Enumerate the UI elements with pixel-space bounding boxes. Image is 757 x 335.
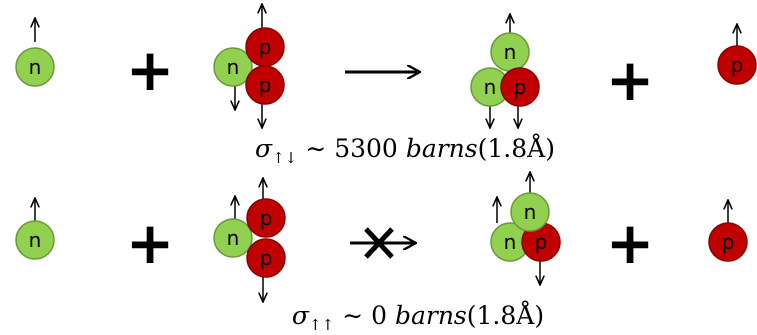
relation: ∼ — [305, 134, 326, 163]
cross-section: σ↑↓ ∼ 5300 barns(1.8Å) — [255, 133, 555, 167]
particle: n — [16, 221, 54, 259]
symbol: σ — [292, 301, 310, 330]
particle-label: n — [227, 55, 240, 79]
particle-label: n — [29, 228, 42, 252]
cross-section: σ↑↑ ∼ 0 barns(1.8Å) — [292, 300, 544, 334]
particle: p — [247, 199, 285, 237]
particle-label: p — [259, 35, 272, 59]
length: (1.8Å) — [478, 133, 555, 163]
particle: p — [246, 28, 284, 66]
unit: barns — [406, 134, 478, 163]
particle-label: p — [731, 53, 744, 77]
diagram: nnppnnpp++σ↑↓∼5300barns(1.8Å)nnppnpnp++σ… — [0, 0, 757, 335]
particle-label: p — [259, 73, 272, 97]
particle-label: p — [260, 246, 273, 270]
particle-label: n — [504, 230, 517, 254]
blocked-arrow — [350, 229, 416, 257]
plus-sign: + — [606, 209, 655, 277]
particle: p — [718, 46, 756, 84]
particle: n — [214, 219, 252, 257]
particle-label: p — [260, 206, 273, 230]
particle: p — [246, 66, 284, 104]
plus-sign: + — [126, 36, 175, 104]
symbol: σ — [255, 134, 273, 163]
value: 5300 — [334, 134, 398, 163]
particle-label: n — [484, 75, 497, 99]
particle-label: n — [29, 55, 42, 79]
relation: ∼ — [342, 301, 363, 330]
particle: n — [511, 193, 549, 231]
subscript: ↑↓ — [272, 149, 297, 167]
length: (1.8Å) — [467, 300, 544, 330]
subscript: ↑↑ — [309, 316, 334, 334]
plus-sign: + — [606, 46, 655, 114]
particle-label: n — [524, 200, 537, 224]
particle: p — [709, 223, 747, 261]
particle-label: p — [535, 230, 548, 254]
particle: n — [16, 48, 54, 86]
particle-label: n — [227, 226, 240, 250]
particle: p — [247, 239, 285, 277]
particle-label: p — [514, 75, 527, 99]
value: 0 — [371, 301, 387, 330]
particle-label: p — [722, 230, 735, 254]
unit: barns — [395, 301, 467, 330]
particle-label: n — [504, 40, 517, 64]
particle: p — [501, 68, 539, 106]
particle: n — [491, 33, 529, 71]
plus-sign: + — [126, 209, 175, 277]
